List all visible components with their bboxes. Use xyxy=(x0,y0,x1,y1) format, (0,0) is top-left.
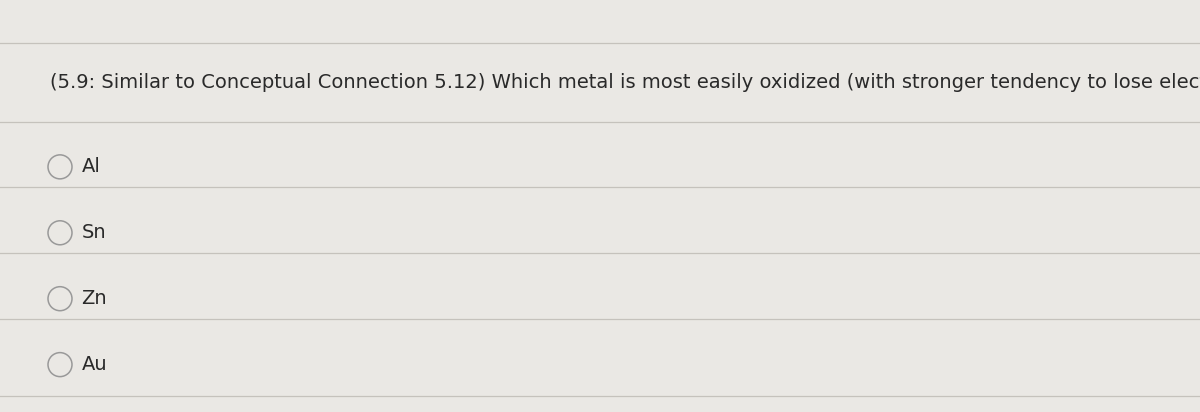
Text: Al: Al xyxy=(82,157,101,176)
Text: Au: Au xyxy=(82,355,107,374)
Text: (5.9: Similar to Conceptual Connection 5.12) Which metal is most easily oxidized: (5.9: Similar to Conceptual Connection 5… xyxy=(50,73,1200,92)
Text: Zn: Zn xyxy=(82,289,107,308)
Text: Sn: Sn xyxy=(82,223,107,242)
